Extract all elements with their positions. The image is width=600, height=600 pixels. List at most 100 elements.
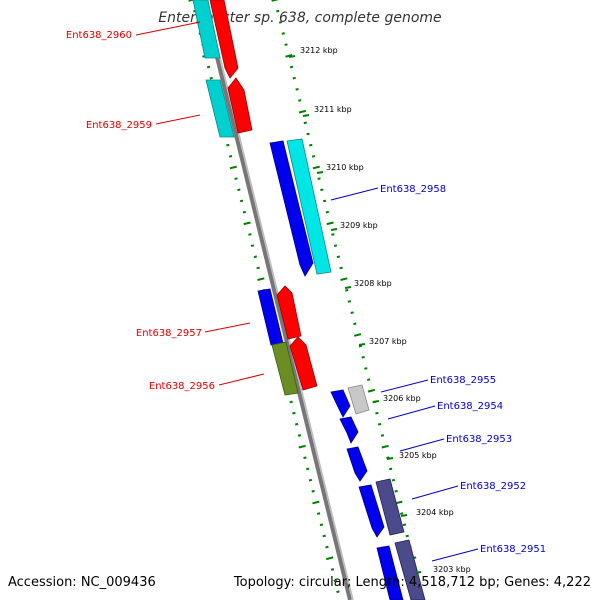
- kbp-scale: 3212 kbp 3211 kbp 3210 kbp 3209 kbp 3208…: [288, 46, 471, 574]
- tick-mark: [303, 456, 307, 460]
- tick-mark: [250, 244, 255, 247]
- tick-mark: [228, 155, 233, 158]
- gene-2955-blue[interactable]: [330, 389, 351, 418]
- tick-mark: [325, 210, 330, 214]
- tick-mark: [311, 489, 315, 493]
- gene-2956-red[interactable]: [289, 336, 318, 391]
- gene-2952-blue[interactable]: [358, 484, 385, 538]
- tick-mark: [237, 188, 241, 192]
- tick-mark: [257, 277, 265, 281]
- tick-mark: [188, 0, 196, 2]
- kbp-label: 3207 kbp: [369, 337, 407, 346]
- tick-mark: [285, 54, 293, 58]
- tick-mark: [276, 9, 280, 13]
- tick-mark: [248, 233, 252, 236]
- tick-mark: [242, 210, 247, 214]
- gene-2952-slate[interactable]: [375, 478, 405, 536]
- tick-mark: [319, 523, 324, 527]
- tick-mark: [326, 221, 334, 226]
- gene-2957-red[interactable]: [276, 285, 302, 340]
- gene-label-ent638-2957[interactable]: Ent638_2957: [136, 328, 202, 339]
- gene-2955-gray[interactable]: [347, 384, 370, 415]
- tick-mark: [243, 221, 251, 226]
- gene-2958-cyan[interactable]: [286, 138, 332, 275]
- tick-mark: [358, 344, 363, 348]
- tick-mark: [339, 266, 343, 270]
- tick-mark: [311, 155, 316, 158]
- map-title: Enterobacter sp. 638, complete genome: [158, 10, 441, 26]
- tick-mark: [326, 556, 334, 561]
- tick-mark: [309, 143, 313, 147]
- tick-mark: [271, 0, 279, 2]
- tick-mark: [298, 109, 307, 114]
- gene-label-ent638-2956[interactable]: Ent638_2956: [149, 381, 215, 392]
- gene-2954-blue[interactable]: [339, 416, 359, 444]
- tick-mark: [386, 456, 390, 460]
- kbp-label: 3208 kbp: [354, 279, 392, 288]
- tick-mark: [391, 478, 396, 482]
- tick-mark: [331, 233, 335, 236]
- kbp-label: 3212 kbp: [300, 46, 338, 55]
- tick-mark: [366, 378, 371, 381]
- tick-mark: [399, 512, 404, 515]
- tick-mark: [381, 444, 389, 449]
- tick-mark: [394, 489, 398, 493]
- gene-2960-red[interactable]: [209, 0, 239, 79]
- gene-2959-red[interactable]: [227, 77, 253, 134]
- gene-label-ent638-2955[interactable]: Ent638_2955: [430, 375, 496, 386]
- tick-mark: [226, 143, 230, 147]
- kbp-label: 3206 kbp: [383, 394, 421, 403]
- kbp-label: 3205 kbp: [399, 451, 437, 460]
- tick-mark: [380, 434, 385, 437]
- tick-mark: [292, 411, 296, 415]
- tick-mark: [377, 422, 382, 426]
- gene-2951-slate[interactable]: [394, 539, 426, 600]
- gene-features: [192, 0, 426, 600]
- gene-2960-cyan[interactable]: [192, 0, 221, 59]
- kbp-label: 3209 kbp: [340, 221, 378, 230]
- gene-2959-cyan[interactable]: [205, 79, 235, 138]
- gene-label-ent638-2959[interactable]: Ent638_2959: [86, 120, 152, 131]
- tick-mark: [312, 165, 320, 170]
- gene-label-ent638-2958[interactable]: Ent638_2958: [380, 184, 446, 195]
- kbp-label: 3211 kbp: [314, 105, 352, 114]
- gene-label-ent638-2960[interactable]: Ent638_2960: [66, 30, 132, 41]
- tick-mark: [312, 500, 320, 505]
- tick-mark: [402, 523, 407, 527]
- gene-2956-olive[interactable]: [271, 341, 299, 396]
- gene-2951-blue[interactable]: [376, 545, 404, 600]
- tick-mark: [333, 244, 338, 247]
- tick-mark: [353, 322, 357, 326]
- gene-2953-blue[interactable]: [346, 446, 368, 482]
- tick-mark: [322, 534, 326, 538]
- tick-mark: [361, 355, 365, 359]
- tick-mark: [206, 65, 211, 69]
- tick-mark: [375, 411, 379, 415]
- tick-mark: [292, 76, 296, 80]
- gene-label-leaders: [135, 21, 479, 562]
- accession-text: Accession: NC_009436: [8, 575, 156, 590]
- tick-mark: [344, 288, 349, 292]
- topology-text: Topology: circular; Length: 4,518,712 bp…: [233, 575, 591, 590]
- gene-label-ent638-2952[interactable]: Ent638_2952: [460, 481, 526, 492]
- gene-label-ent638-2951[interactable]: Ent638_2951: [480, 544, 546, 555]
- tick-mark: [353, 333, 362, 337]
- tick-mark: [364, 367, 368, 370]
- gene-label-ent638-2953[interactable]: Ent638_2953: [446, 434, 512, 445]
- gene-2958-blue[interactable]: [269, 140, 314, 277]
- tick-mark: [253, 255, 258, 259]
- tick-mark: [229, 165, 237, 170]
- tick-mark: [347, 300, 352, 303]
- tick-mark: [330, 568, 335, 571]
- gene-label-ent638-2954[interactable]: Ent638_2954: [437, 401, 503, 412]
- tick-mark: [405, 534, 409, 538]
- tick-mark: [308, 478, 313, 482]
- tick-mark: [281, 32, 285, 35]
- tick-mark: [350, 311, 354, 314]
- tick-mark: [317, 177, 321, 180]
- tick-mark: [234, 177, 238, 180]
- tick-mark: [388, 467, 393, 471]
- kbp-label: 3210 kbp: [326, 163, 364, 172]
- tick-mark: [303, 121, 308, 125]
